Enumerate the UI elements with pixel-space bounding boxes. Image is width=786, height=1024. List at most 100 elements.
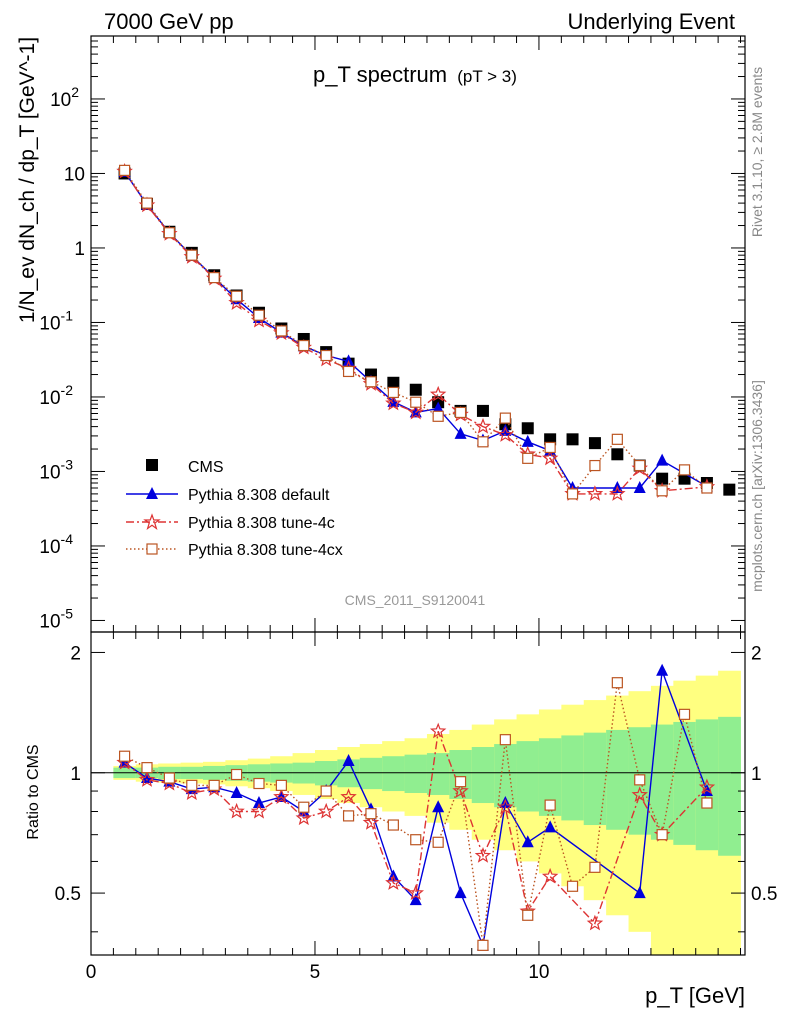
ratio-y-tick-label-right: 1 [751,764,762,785]
uncertainty-band-green [382,756,405,792]
ratio-point [611,677,623,689]
ratio-point [118,750,131,762]
ratio-point [407,884,425,901]
data-point [678,464,691,476]
data-point [656,453,669,466]
data-point [387,376,400,389]
data-point [230,290,243,302]
data-point [611,433,623,445]
data-point [118,164,131,176]
header-left: 7000 GeV pp [104,9,234,34]
legend-4cx-label: Pythia 8.308 tune-4cx [188,542,343,559]
ratio-point [541,867,559,884]
data-point [656,472,669,485]
ratio-point [365,808,377,820]
data-point [410,396,422,408]
ratio-point [230,768,243,781]
data-point [409,383,422,396]
ratio-y-axis-label: Ratio to CMS [25,744,42,839]
legend-cms-marker [146,459,158,471]
plot-title: p_T spectrum (pT > 3) [313,62,517,87]
uncertainty-band-green [337,759,361,788]
uncertainty-band-green [650,724,674,840]
ratio-point [701,797,713,809]
ratio-point [631,786,648,802]
legend: CMS Pythia 8.308 default Pythia 8.308 tu… [126,459,343,559]
ratio-point [228,802,245,819]
ratio-point [497,798,514,815]
data-point [611,448,624,461]
data-point [521,434,534,447]
data-point [521,422,534,435]
ratio-point [362,814,380,830]
ratio-point [273,788,290,804]
ratio-point [250,802,268,819]
data-point [588,437,601,450]
ratio-point [230,785,243,798]
ratio-y-tick-label-right: 0.5 [751,884,777,905]
ratio-line-pythia-8-308-tune-4cx [124,682,708,946]
data-point [656,485,668,497]
data-point [320,349,332,362]
data-point [474,417,492,434]
data-point [454,406,467,419]
ratio-point [275,779,287,791]
data-point [454,426,467,439]
x-tick-label: 0 [86,962,97,983]
x-tick-label: 10 [528,962,549,983]
ratio-point [340,788,357,804]
ratio-point [295,809,312,826]
uncertainty-band-green [359,757,383,790]
data-point [253,309,265,321]
ratio-point [429,722,447,739]
ratio-point [474,847,492,863]
ratio-point [589,861,601,873]
ratio-point [385,874,402,890]
ratio-point [454,886,467,899]
data-point [497,426,514,442]
ratio-point [317,802,335,819]
data-point [407,403,424,420]
ratio-point [387,819,399,831]
plot-title-main: p_T spectrum [313,62,447,87]
legend-cms-label: CMS [188,459,224,476]
ratio-point [521,835,534,848]
ratio-point [452,782,469,799]
ratio-point [499,734,511,746]
ratio-point [298,801,310,813]
ratio-point [477,939,489,951]
data-point [586,485,604,501]
data-point [385,394,402,411]
uncertainty-band-green [404,754,428,793]
ratio-point [410,834,422,846]
data-point [499,412,511,424]
uncertainty-band-green [673,721,697,845]
data-point [141,197,153,209]
uncertainty-band-green [583,732,607,826]
uncertainty-band-green [606,729,629,830]
uncertainty-band-green [471,747,495,804]
ratio-point [163,772,175,784]
series-pythia-8-308-tune-4cx [118,164,713,500]
ratio-point [522,909,534,921]
ratio-point [252,796,265,809]
data-point [609,485,626,501]
ratio-point [634,774,646,786]
ratio-point [432,800,445,813]
data-point [476,404,489,417]
data-point [275,325,287,337]
ratio-point [432,836,444,848]
data-point [633,480,646,493]
legend-4c-marker [143,513,161,531]
data-point [634,459,646,472]
ratio-point [342,810,355,822]
data-point [186,249,198,261]
uncertainty-band-green [561,735,585,821]
ratio-point [138,771,156,787]
ratio-point [141,762,153,774]
y-tick-label: 1 [74,239,85,260]
data-point [566,433,579,446]
data-point [566,488,579,500]
